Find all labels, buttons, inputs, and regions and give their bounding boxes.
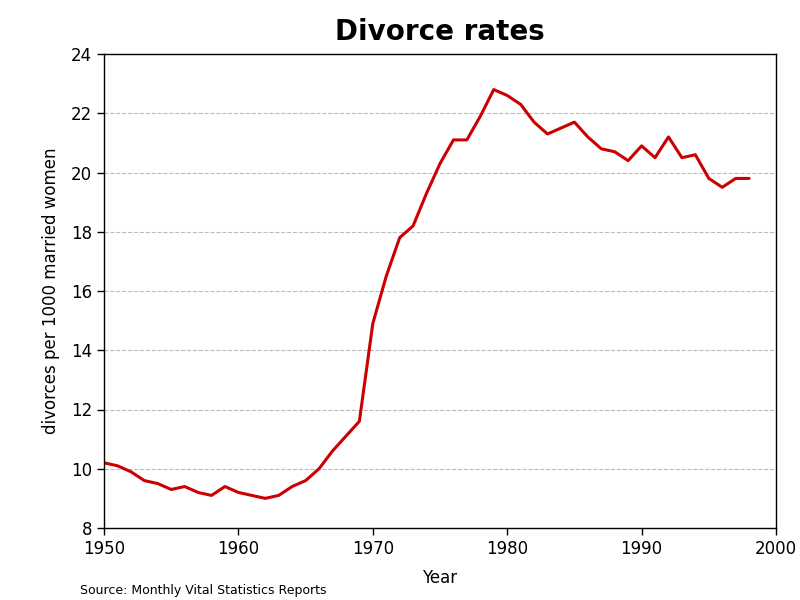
X-axis label: Year: Year xyxy=(422,569,458,587)
Y-axis label: divorces per 1000 married women: divorces per 1000 married women xyxy=(42,148,60,434)
Title: Divorce rates: Divorce rates xyxy=(335,18,545,46)
Text: Source: Monthly Vital Statistics Reports: Source: Monthly Vital Statistics Reports xyxy=(80,584,326,597)
